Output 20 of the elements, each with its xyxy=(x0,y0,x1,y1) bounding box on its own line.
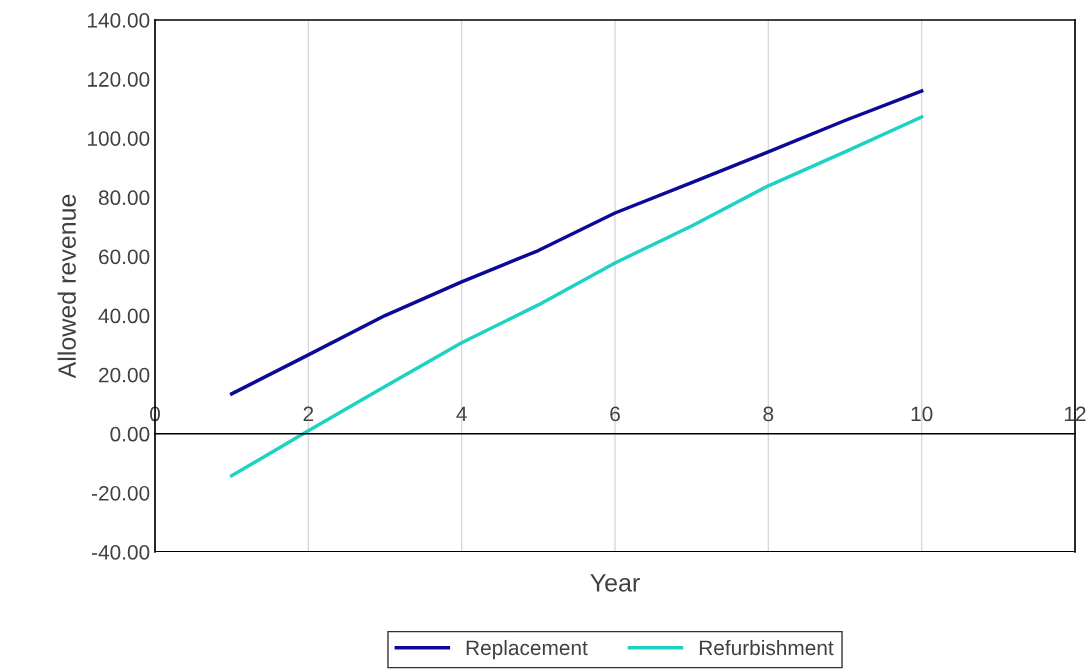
x-tick-label: 4 xyxy=(456,406,467,422)
y-tick-label: 0.00 xyxy=(110,426,150,442)
legend-label: Replacement xyxy=(466,639,588,660)
y-tick-label: 20.00 xyxy=(99,367,150,383)
x-tick-label: 2 xyxy=(303,406,314,422)
y-tick-label: 60.00 xyxy=(99,249,150,265)
legend-label: Refurbishment xyxy=(699,639,834,656)
y-tick-label: 100.00 xyxy=(88,131,150,146)
y-tick-label: 120.00 xyxy=(88,72,150,87)
y-axis-title: Allowed revenue xyxy=(57,194,76,379)
x-axis-title: Year xyxy=(590,574,640,592)
y-tick-label: 40.00 xyxy=(98,308,150,324)
line-series xyxy=(229,89,924,396)
y-tick-label: -20.00 xyxy=(92,485,150,501)
x-tick-label: 8 xyxy=(763,406,774,422)
y-tick-label: 140.00 xyxy=(88,13,150,28)
x-tick-label: 10 xyxy=(911,406,933,422)
y-tick-label: -40.00 xyxy=(92,545,150,560)
y-tick-label: 80.00 xyxy=(98,190,150,206)
x-tick-label: 6 xyxy=(610,406,620,422)
